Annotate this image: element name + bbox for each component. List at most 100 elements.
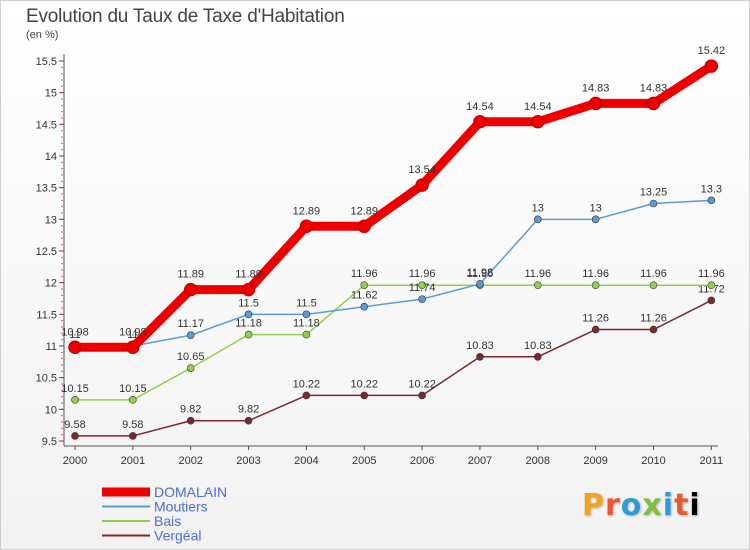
- data-label: 15.42: [698, 45, 726, 57]
- data-label: 11.96: [524, 268, 551, 280]
- data-label: 11: [127, 329, 138, 341]
- data-label: 11.18: [235, 318, 262, 330]
- x-tick-label: 2006: [410, 455, 434, 467]
- data-point: [646, 96, 661, 111]
- data-label: 12.89: [350, 205, 378, 217]
- x-tick-label: 2001: [121, 455, 145, 467]
- data-point: [707, 196, 716, 205]
- data-point: [476, 352, 484, 361]
- data-point: [360, 281, 369, 290]
- data-point: [357, 219, 371, 234]
- data-point: [415, 178, 429, 192]
- y-tick-label: 13: [45, 214, 57, 226]
- data-point: [533, 352, 542, 361]
- data-label: 11.72: [698, 283, 725, 295]
- x-tick-label: 2003: [236, 455, 260, 467]
- data-label: 11.18: [293, 318, 320, 330]
- data-label: 11.17: [177, 318, 204, 330]
- data-label: 11.96: [698, 268, 725, 280]
- data-point: [588, 96, 603, 111]
- data-label: 9.58: [122, 419, 143, 431]
- data-label: 11.89: [177, 269, 204, 281]
- x-tick-label: 2010: [641, 455, 665, 467]
- data-label: 13.3: [701, 183, 722, 195]
- data-label: 11.89: [235, 269, 262, 281]
- data-label: 10.22: [350, 378, 378, 390]
- data-label: 11.26: [640, 313, 667, 325]
- data-label: 11: [69, 329, 80, 341]
- proxiti-logo: Proxiti: [582, 488, 701, 523]
- logo-letter: r: [605, 488, 621, 523]
- data-label: 14.83: [582, 82, 610, 94]
- data-label: 10.15: [61, 383, 89, 395]
- data-point: [591, 215, 600, 224]
- data-label: 13.25: [640, 187, 668, 199]
- data-point: [531, 115, 545, 129]
- data-label: 11.96: [582, 268, 609, 280]
- data-point: [129, 432, 137, 440]
- data-label: 13: [590, 202, 602, 214]
- data-label: 13.54: [408, 164, 436, 176]
- data-point: [533, 215, 542, 224]
- legend-label: Vergéal: [154, 528, 201, 544]
- data-label: 10.15: [119, 383, 147, 395]
- y-tick-label: 12: [45, 278, 57, 290]
- data-point: [241, 282, 256, 297]
- x-tick-label: 2000: [63, 455, 87, 467]
- data-point: [360, 391, 369, 400]
- data-label: 14.83: [640, 82, 668, 94]
- logo-letter: i: [689, 488, 701, 523]
- y-tick-label: 10: [45, 404, 57, 416]
- x-tick-label: 2009: [583, 455, 607, 467]
- data-point: [186, 364, 195, 372]
- x-tick-label: 2005: [352, 455, 376, 467]
- legend-label: DOMALAIN: [154, 484, 227, 500]
- chart-title: Evolution du Taux de Taxe d'Habitation: [26, 6, 345, 27]
- data-point: [302, 310, 311, 319]
- data-label: 11.5: [296, 297, 317, 309]
- data-point: [704, 59, 719, 73]
- data-label: 10.98: [61, 326, 89, 338]
- data-point: [299, 219, 314, 234]
- data-label: 10.65: [177, 351, 205, 363]
- data-label: 11.96: [640, 268, 667, 280]
- data-label: 11.96: [351, 268, 378, 280]
- data-label: 10.83: [524, 340, 552, 352]
- data-label: 11.98: [467, 267, 494, 279]
- data-label: 11.74: [409, 282, 436, 294]
- data-point: [68, 340, 82, 355]
- x-tick-label: 2011: [700, 455, 724, 467]
- data-label: 10.22: [293, 378, 321, 390]
- data-label: 11.96: [409, 268, 436, 280]
- data-point: [591, 325, 600, 334]
- series-line: [75, 284, 712, 401]
- data-point: [473, 115, 487, 129]
- data-point: [649, 325, 658, 334]
- data-point: [244, 416, 253, 425]
- y-tick-label: 13.5: [36, 183, 57, 195]
- data-point: [418, 295, 426, 303]
- x-tick-label: 2004: [294, 455, 318, 467]
- data-point: [649, 199, 658, 208]
- data-point: [418, 281, 426, 290]
- data-point: [591, 281, 600, 290]
- data-label: 9.58: [64, 419, 85, 431]
- series-line: [75, 199, 712, 347]
- data-label: 10.98: [119, 326, 147, 338]
- y-tick-label: 11.5: [36, 309, 57, 321]
- data-point: [126, 340, 140, 355]
- data-point: [649, 281, 658, 290]
- data-point: [476, 280, 484, 288]
- data-label: 11.62: [351, 290, 378, 302]
- x-tick-label: 2002: [178, 455, 202, 467]
- data-point: [71, 432, 79, 440]
- data-point: [707, 281, 716, 290]
- data-point: [186, 331, 195, 340]
- data-label: 14.54: [524, 101, 552, 113]
- data-point: [302, 330, 311, 339]
- data-label: 10.83: [466, 340, 494, 352]
- y-tick-label: 14: [45, 151, 57, 163]
- data-point: [129, 396, 137, 404]
- data-point: [360, 302, 369, 311]
